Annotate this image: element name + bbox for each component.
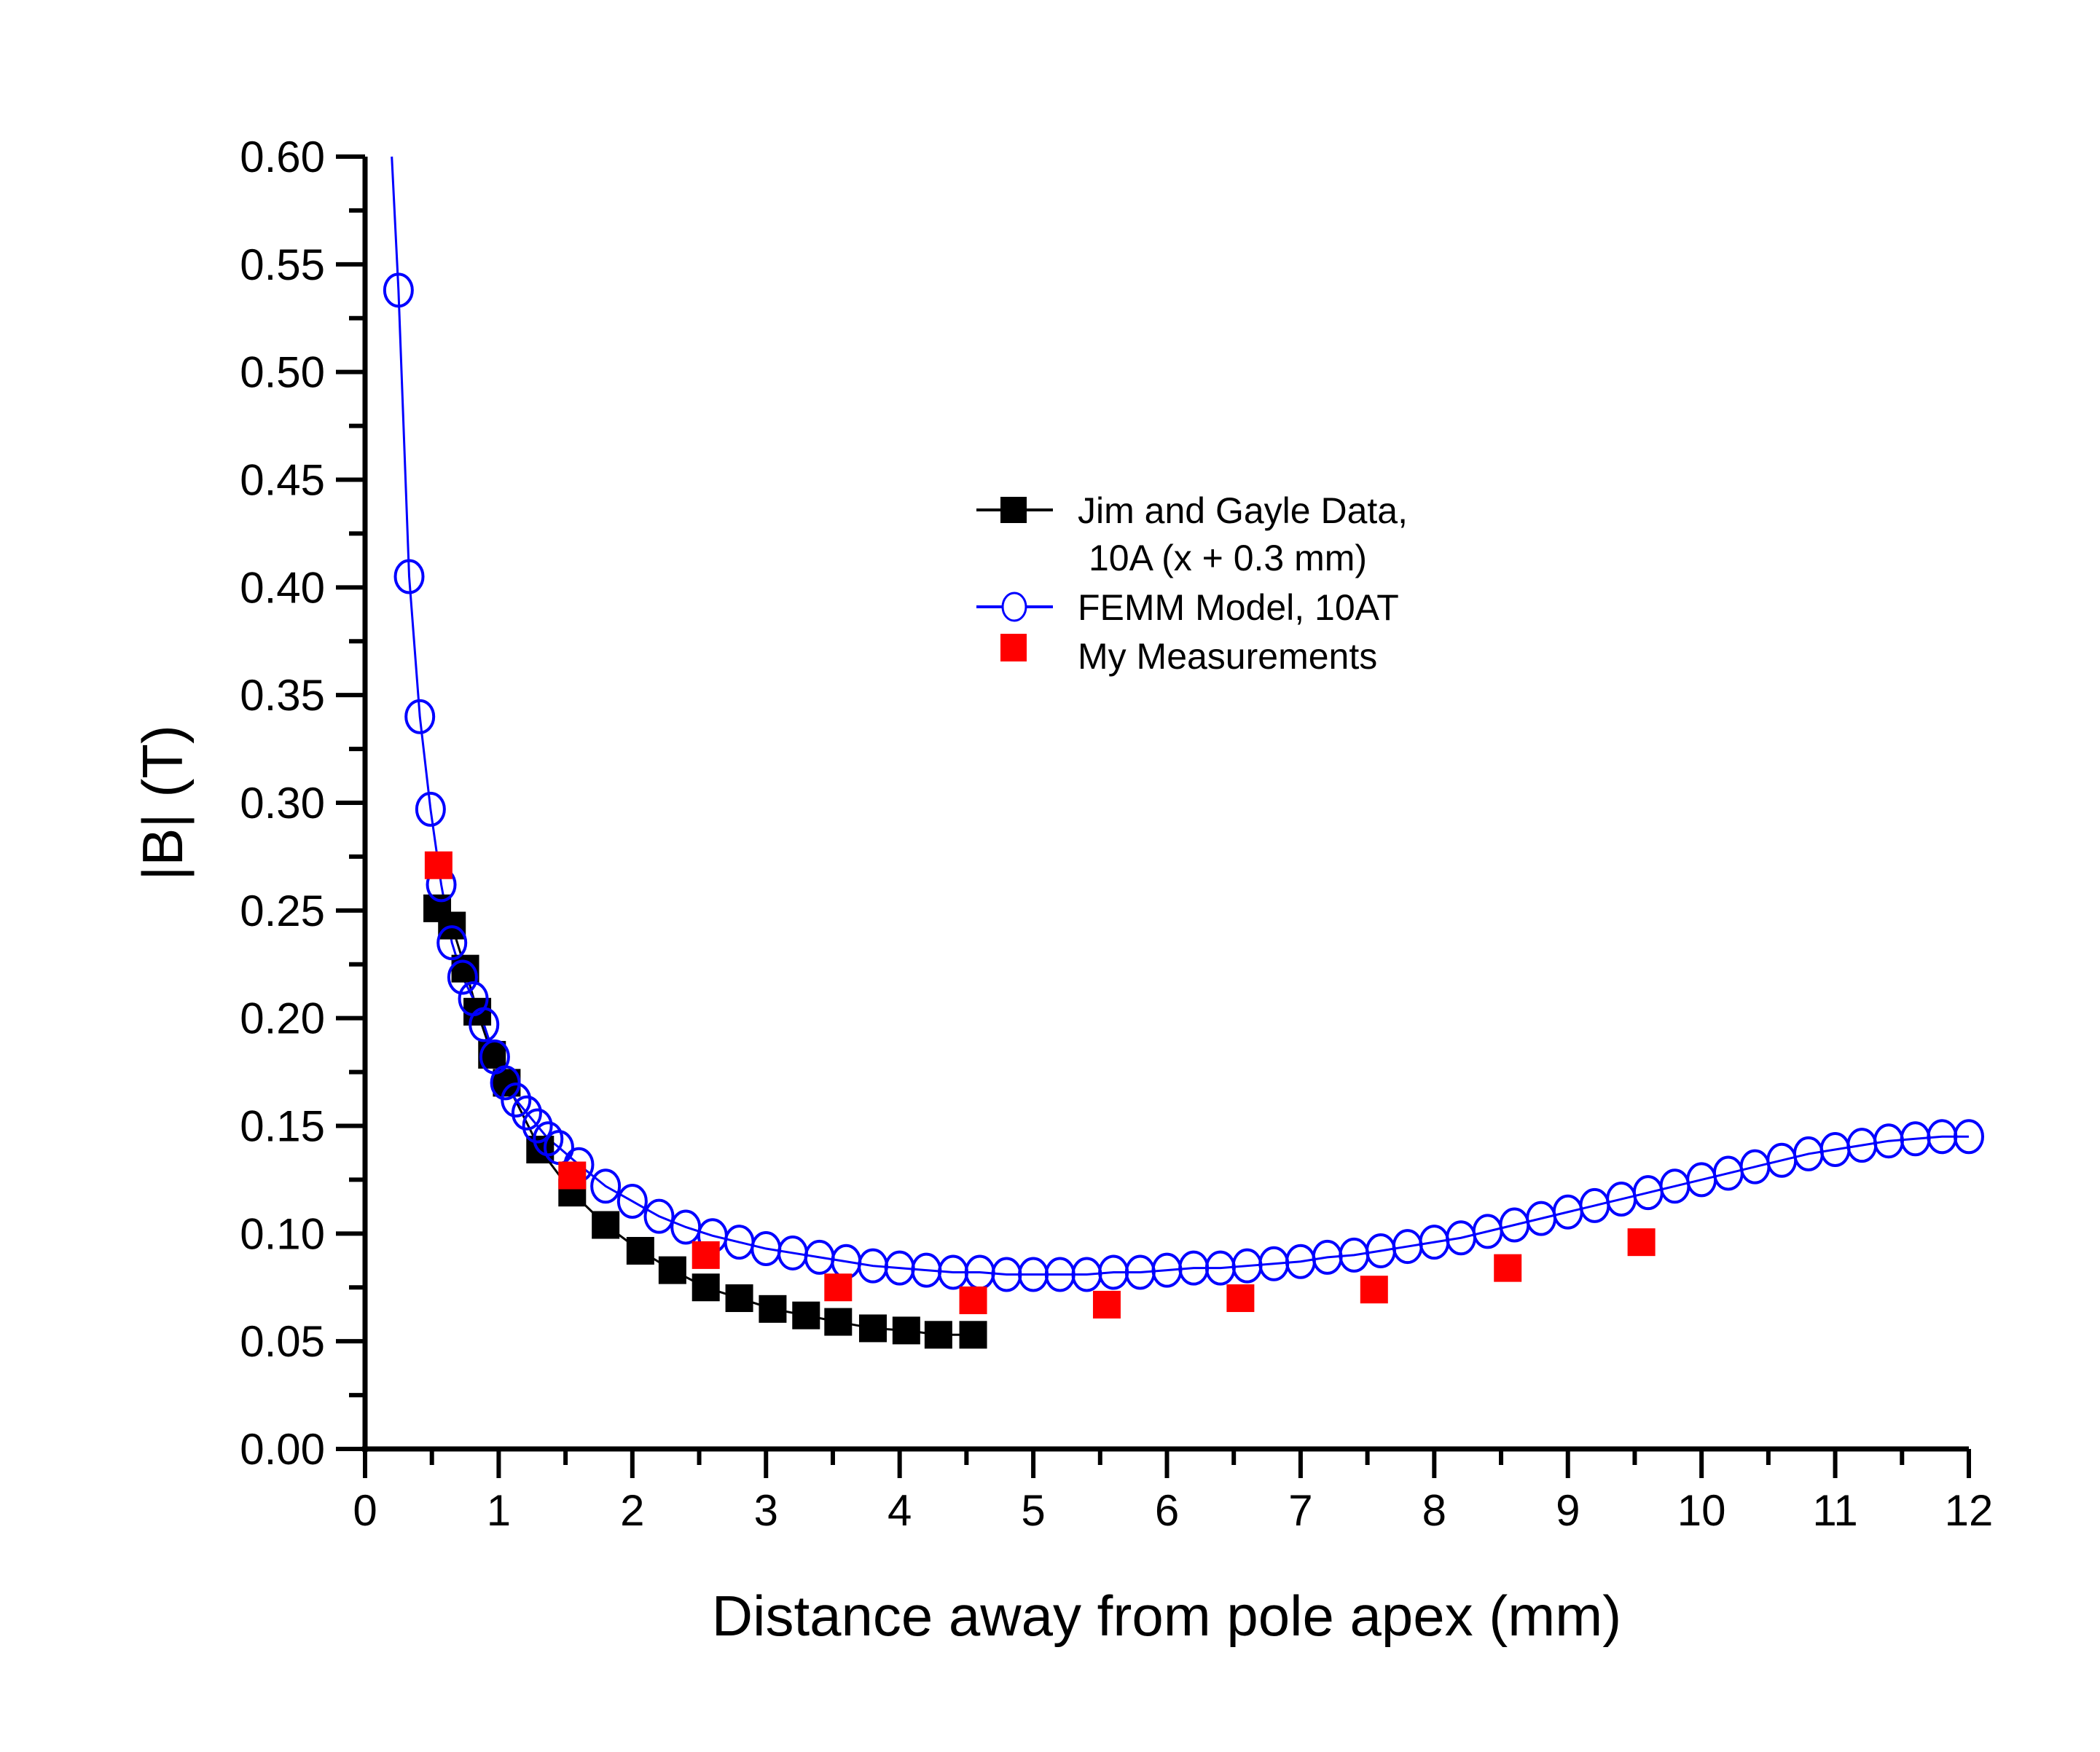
my-measurement-point — [424, 851, 452, 879]
jim-data-point — [592, 1211, 620, 1239]
x-tick-label: 2 — [620, 1486, 644, 1535]
femm-data-point — [522, 1108, 553, 1144]
x-tick-label: 9 — [1556, 1486, 1580, 1535]
legend-label-jim: Jim and Gayle Data, — [1078, 490, 1408, 531]
x-tick-label: 12 — [1945, 1486, 1994, 1535]
jim-data-point — [858, 1314, 887, 1343]
my-measurement-point — [1360, 1276, 1388, 1304]
y-axis-title: |B| (T) — [130, 725, 195, 881]
x-tick-label: 0 — [353, 1486, 377, 1535]
y-tick-label: 0.20 — [240, 994, 325, 1043]
legend-label-jim-line2: 10A (x + 0.3 mm) — [1089, 538, 1367, 578]
y-tick-label: 0.40 — [240, 563, 325, 612]
series-jim-line — [436, 907, 973, 1336]
x-axis-title: Distance away from pole apex (mm) — [712, 1584, 1621, 1648]
y-tick-label: 0.25 — [240, 887, 325, 935]
y-tick-label: 0.35 — [240, 671, 325, 720]
jim-data-point — [792, 1301, 820, 1329]
legend-label-femm: FEMM Model, 10AT — [1078, 587, 1399, 628]
my-measurement-point — [1494, 1254, 1522, 1282]
x-tick-label: 5 — [1021, 1486, 1045, 1535]
femm-data-point — [393, 559, 425, 594]
x-tick-label: 4 — [888, 1486, 912, 1535]
y-tick-label: 0.05 — [240, 1317, 325, 1366]
axes: 0 1 2 3 4 5 6 7 8 9 10 11 120.000.050.100.150.200.25… — [240, 133, 1993, 1535]
my-measurement-point — [1226, 1284, 1255, 1313]
jim-data-point — [924, 1321, 952, 1349]
femm-data-point — [511, 1095, 542, 1131]
femm-data-point — [643, 1198, 675, 1234]
legend: Jim and Gayle Data, 10A (x + 0.3 mm) FEM… — [976, 490, 1408, 677]
femm-data-point — [590, 1168, 622, 1204]
jim-data-point — [759, 1295, 787, 1323]
legend-marker-femm — [1001, 592, 1027, 622]
y-tick-label: 0.50 — [240, 348, 325, 397]
jim-data-point — [691, 1273, 720, 1302]
femm-data-point — [533, 1121, 564, 1157]
y-tick-label: 0.15 — [240, 1102, 325, 1151]
x-tick-label: 8 — [1422, 1486, 1446, 1535]
legend-marker-mine — [1000, 634, 1027, 661]
jim-data-point — [626, 1236, 654, 1265]
my-measurement-point — [959, 1286, 987, 1314]
legend-label-mine: My Measurements — [1078, 636, 1377, 677]
femm-data-point — [383, 272, 414, 308]
x-tick-label: 6 — [1155, 1486, 1179, 1535]
x-tick-label: 11 — [1812, 1486, 1857, 1535]
y-tick-label: 0.45 — [240, 456, 325, 505]
y-tick-label: 0.55 — [240, 240, 325, 289]
femm-data-point — [501, 1083, 532, 1118]
x-tick-label: 7 — [1288, 1486, 1312, 1535]
femm-data-point — [447, 959, 478, 995]
femm-data-point — [616, 1183, 648, 1219]
my-measurement-point — [558, 1161, 587, 1190]
my-measurement-point — [691, 1241, 720, 1269]
jim-data-point — [658, 1256, 686, 1284]
x-tick-label: 1 — [487, 1486, 511, 1535]
femm-data-point — [1954, 1119, 1984, 1155]
series-layer — [383, 156, 1984, 1349]
jim-data-point — [725, 1284, 753, 1313]
y-tick-label: 0.00 — [240, 1425, 325, 1474]
x-tick-label: 3 — [754, 1486, 778, 1535]
series-femm-line — [391, 156, 1969, 1276]
my-measurement-point — [1092, 1290, 1121, 1319]
jim-data-point — [959, 1321, 987, 1349]
jim-data-point — [892, 1316, 920, 1345]
x-tick-label: 10 — [1677, 1486, 1726, 1535]
femm-data-point — [415, 791, 446, 827]
femm-data-point — [436, 925, 468, 961]
y-tick-label: 0.10 — [240, 1209, 325, 1258]
femm-data-point — [404, 699, 436, 734]
jim-data-point — [824, 1308, 853, 1336]
femm-data-point — [469, 1007, 500, 1042]
legend-marker-jim — [1000, 497, 1027, 523]
my-measurement-point — [824, 1273, 853, 1302]
femm-data-point — [490, 1065, 521, 1101]
my-measurement-point — [1627, 1228, 1656, 1257]
y-tick-label: 0.60 — [240, 133, 325, 181]
y-tick-label: 0.30 — [240, 779, 325, 828]
